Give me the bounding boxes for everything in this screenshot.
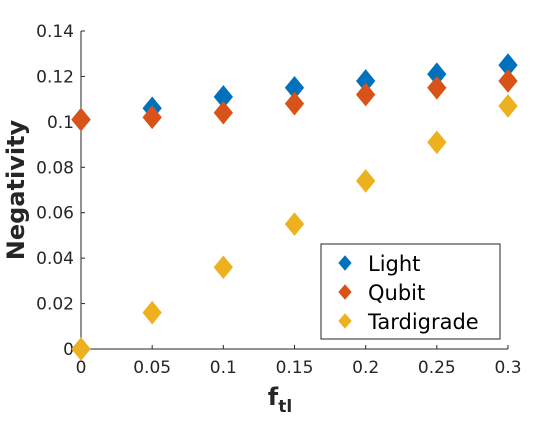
x-axis-label: ftl (268, 383, 292, 417)
y-axis-label: Negativity (2, 119, 30, 260)
y-tick-label: 0.04 (36, 249, 74, 269)
qubit-point (427, 75, 447, 100)
x-tick-label: 0.15 (276, 358, 314, 378)
legend-label-qubit: Qubit (368, 281, 425, 305)
x-tick-label: 0.3 (494, 358, 521, 378)
legend-marker-tardigrade (338, 313, 352, 329)
tardigrade-point (213, 255, 233, 280)
x-tick-label: 0.25 (418, 358, 456, 378)
tardigrade-point (71, 337, 91, 361)
tardigrade-point (427, 130, 447, 155)
x-axis-label-subscript: tl (278, 397, 292, 417)
y-tick-label: 0.14 (36, 22, 74, 42)
y-tick-label: 0.12 (36, 67, 74, 87)
tardigrade-point (356, 169, 376, 193)
y-tick-label: 0 (63, 340, 74, 360)
x-tick-label: 0.2 (352, 358, 379, 378)
qubit-point (498, 69, 518, 93)
legend: Light Qubit Tardigrade (320, 243, 501, 340)
legend-marker-light (338, 255, 352, 271)
y-tick-label: 0.08 (36, 158, 74, 178)
x-axis-label-main: f (268, 383, 279, 411)
qubit-point (142, 105, 162, 130)
x-tick-label: 0.1 (210, 358, 237, 378)
tardigrade-point (142, 300, 162, 325)
qubit-point (71, 107, 91, 132)
axes (80, 30, 509, 350)
y-tick-label: 0.1 (47, 113, 74, 133)
tardigrade-point (498, 94, 518, 118)
legend-marker-qubit (338, 284, 352, 300)
tardigrade-point (284, 212, 305, 236)
x-tick-label: 0.05 (133, 358, 171, 378)
legend-label-light: Light (368, 252, 420, 276)
qubit-point (284, 91, 305, 116)
legend-label-tardigrade: Tardigrade (367, 310, 479, 334)
y-tick-label: 0.02 (36, 295, 74, 315)
x-tick-label: 0 (76, 358, 87, 378)
qubit-point (356, 82, 376, 107)
tick-labels: 0 0.05 0.1 0.15 0.2 0.25 0.3 0 0.02 0.04 0.06 0.08 0… (36, 22, 521, 378)
y-tick-label: 0.06 (36, 204, 74, 224)
qubit-point (213, 100, 233, 125)
data-points (71, 53, 518, 361)
